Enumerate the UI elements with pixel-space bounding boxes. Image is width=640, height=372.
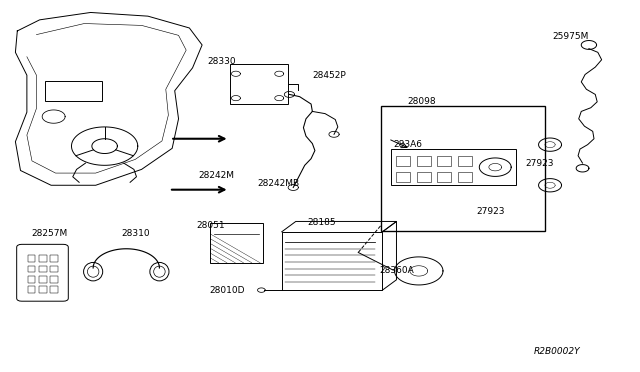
Text: 28051: 28051 [196,221,225,230]
Text: 28185: 28185 [307,218,335,227]
Text: 283A6: 283A6 [394,140,422,149]
Text: 28242MB: 28242MB [257,179,300,187]
Text: 28098: 28098 [408,97,436,106]
Text: 28310: 28310 [121,229,150,238]
Text: R2B0002Y: R2B0002Y [534,347,580,356]
Text: 27923: 27923 [525,159,554,169]
Text: 28330: 28330 [207,57,236,66]
Text: 28257M: 28257M [31,229,67,238]
Text: 28360A: 28360A [379,266,414,275]
Text: 28452P: 28452P [313,71,346,80]
Text: 28242M: 28242M [199,171,235,180]
Text: 27923: 27923 [477,207,505,217]
Text: 25975M: 25975M [552,32,589,41]
Text: 28010D: 28010D [210,286,245,295]
